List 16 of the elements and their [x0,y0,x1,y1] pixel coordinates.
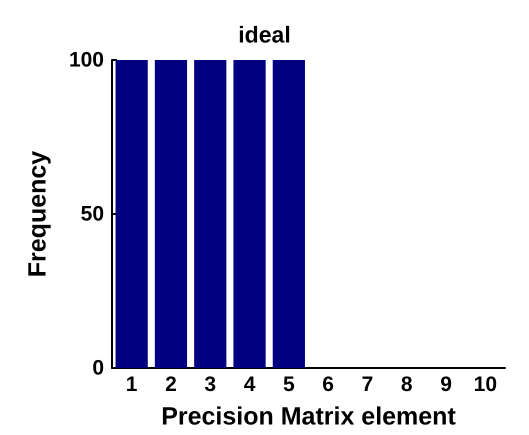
x-tick-label: 6 [322,373,334,396]
y-tick-label: 100 [68,48,104,72]
x-tick-label: 9 [440,373,452,396]
x-tick-label: 3 [204,373,216,396]
x-tick-label: 10 [474,373,498,396]
x-axis-title: Precision Matrix element [161,402,456,430]
x-tick-label: 4 [244,373,256,396]
y-tick-label: 50 [80,202,104,226]
x-tick-label: 5 [283,373,296,396]
x-tick-label: 7 [362,373,374,396]
x-tick-label: 1 [126,373,138,396]
chart-title: ideal [238,22,291,48]
x-tick-label: 2 [165,373,177,396]
y-tick-label: 0 [92,356,104,380]
x-tick-label: 8 [400,373,413,396]
y-axis-title: Frequency [24,150,52,278]
